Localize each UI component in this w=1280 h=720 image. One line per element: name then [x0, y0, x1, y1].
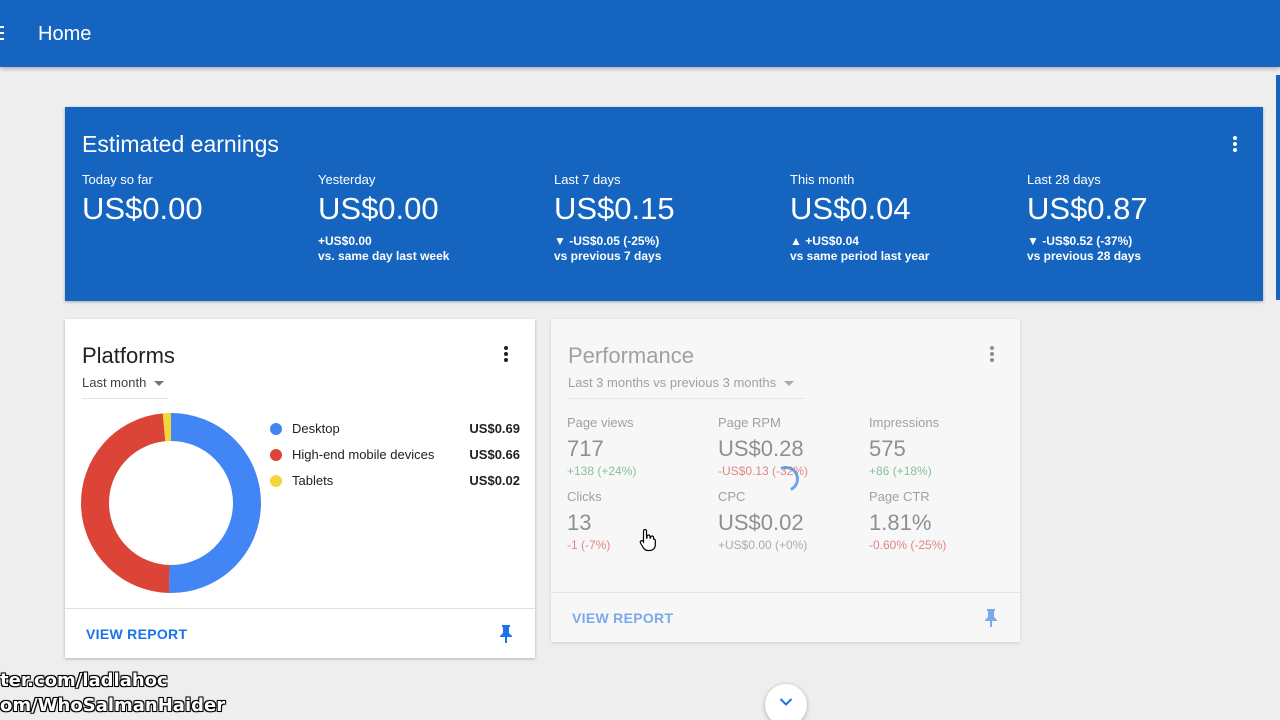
platforms-title: Platforms	[82, 343, 175, 368]
stat-value: 575	[869, 436, 906, 461]
hamburger-menu-icon[interactable]	[0, 26, 4, 42]
stat-clicks: Clicks 13 -1 (-7%)	[567, 489, 707, 552]
performance-card-footer: VIEW REPORT	[551, 592, 1020, 642]
stat-cpc: CPC US$0.02 +US$0.00 (+0%)	[718, 489, 858, 552]
legend-name: Tablets	[292, 473, 334, 488]
estimated-earnings-card: Estimated earnings Today so far US$0.00 …	[65, 107, 1263, 301]
metric-delta: ▼ -US$0.52 (-37%)	[1027, 234, 1133, 248]
metric-compare: vs previous 28 days	[1027, 249, 1142, 263]
legend-dot-tablets	[270, 475, 282, 487]
page-title: Home	[38, 23, 92, 45]
stat-value: 717	[567, 436, 604, 461]
stat-value: US$0.28	[718, 436, 804, 461]
stat-label: Page RPM	[718, 415, 781, 430]
performance-view-report-button[interactable]: VIEW REPORT	[572, 610, 674, 626]
offscreen-card-edge	[1276, 75, 1280, 300]
pin-icon[interactable]	[984, 609, 998, 627]
stat-label: Impressions	[869, 415, 940, 430]
metric-this-month: This month US$0.04 ▲ +US$0.04 vs same pe…	[790, 172, 1010, 264]
platforms-donut-chart	[81, 413, 261, 593]
metric-delta: ▼ -US$0.05 (-25%)	[554, 234, 660, 248]
metric-label: Yesterday	[318, 172, 376, 187]
stat-delta: +138 (+24%)	[567, 464, 637, 478]
platforms-period-label: Last month	[82, 375, 147, 390]
watermark-twitter: ter.com/ladlahoc	[0, 670, 168, 691]
platforms-more-icon[interactable]	[496, 344, 516, 364]
stat-delta: -0.60% (-25%)	[869, 538, 947, 552]
donut-slice-desktop	[168, 413, 261, 593]
platforms-card-footer: VIEW REPORT	[65, 608, 535, 658]
legend-dot-desktop	[270, 423, 282, 435]
legend-name: High-end mobile devices	[292, 447, 435, 462]
metric-label: Last 28 days	[1027, 172, 1101, 187]
legend-dot-high-end-mobile	[270, 449, 282, 461]
stat-delta: -1 (-7%)	[567, 538, 611, 552]
stat-page-rpm: Page RPM US$0.28 -US$0.13 (-32%)	[718, 415, 858, 478]
pin-icon[interactable]	[499, 625, 513, 643]
performance-period-label: Last 3 months vs previous 3 months	[568, 375, 777, 390]
performance-title: Performance	[568, 343, 694, 368]
stat-label: Clicks	[567, 489, 602, 504]
metric-compare: vs previous 7 days	[554, 249, 662, 263]
metric-compare: vs same period last year	[790, 249, 930, 263]
metric-label: Today so far	[82, 172, 153, 187]
stat-delta: +US$0.00 (+0%)	[718, 538, 808, 552]
stat-impressions: Impressions 575 +86 (+18%)	[869, 415, 1009, 478]
hand-cursor-icon	[639, 528, 656, 552]
stat-delta: +86 (+18%)	[869, 464, 932, 478]
stat-value: US$0.02	[718, 510, 804, 535]
metric-compare: vs. same day last week	[318, 249, 450, 263]
stat-page-views: Page views 717 +138 (+24%)	[567, 415, 707, 478]
stat-label: Page views	[567, 415, 634, 430]
legend-item-desktop: Desktop US$0.69	[270, 420, 520, 446]
metric-value: US$0.00	[318, 191, 439, 226]
performance-card: Performance Last 3 months vs previous 3 …	[551, 319, 1020, 642]
performance-period-dropdown[interactable]: Last 3 months vs previous 3 months	[568, 375, 804, 399]
metric-value: US$0.00	[82, 191, 203, 226]
metric-today: Today so far US$0.00	[82, 172, 302, 227]
platforms-legend: Desktop US$0.69 High-end mobile devices …	[270, 420, 520, 498]
metric-value: US$0.04	[790, 191, 911, 226]
stat-label: Page CTR	[869, 489, 930, 504]
legend-value: US$0.69	[469, 421, 520, 436]
donut-slice-high-end-mobile	[81, 413, 171, 593]
chevron-down-icon	[779, 698, 793, 706]
legend-item-high-end-mobile: High-end mobile devices US$0.66	[270, 446, 520, 472]
platforms-period-dropdown[interactable]: Last month	[82, 375, 168, 399]
stat-value: 13	[567, 510, 592, 535]
stat-label: CPC	[718, 489, 746, 504]
legend-name: Desktop	[292, 421, 340, 436]
platforms-view-report-button[interactable]: VIEW REPORT	[86, 626, 188, 642]
metric-delta: ▲ +US$0.04	[790, 234, 859, 248]
platforms-card: Platforms Last month Desktop US$0.69 Hig…	[65, 319, 535, 658]
earnings-title: Estimated earnings	[82, 131, 279, 157]
metric-last-7-days: Last 7 days US$0.15 ▼ -US$0.05 (-25%) vs…	[554, 172, 774, 264]
stat-delta: -US$0.13 (-32%)	[718, 464, 809, 478]
legend-value: US$0.66	[469, 447, 520, 462]
watermark-profile: om/WhoSalmanHaider	[0, 695, 226, 716]
metric-value: US$0.15	[554, 191, 675, 226]
legend-item-tablets: Tablets US$0.02	[270, 472, 520, 498]
metric-label: Last 7 days	[554, 172, 621, 187]
metric-value: US$0.87	[1027, 191, 1148, 226]
top-app-bar: Home	[0, 0, 1280, 67]
metric-last-28-days: Last 28 days US$0.87 ▼ -US$0.52 (-37%) v…	[1027, 172, 1247, 264]
performance-more-icon[interactable]	[982, 344, 1002, 364]
metric-yesterday: Yesterday US$0.00 +US$0.00 vs. same day …	[318, 172, 538, 264]
metric-delta: +US$0.00	[318, 234, 372, 248]
stat-value: 1.81%	[869, 510, 932, 535]
earnings-more-icon[interactable]	[1225, 134, 1245, 154]
stat-page-ctr: Page CTR 1.81% -0.60% (-25%)	[869, 489, 1009, 552]
legend-value: US$0.02	[469, 473, 520, 488]
metric-label: This month	[790, 172, 855, 187]
chevron-down-icon	[154, 381, 165, 387]
scroll-down-button[interactable]	[765, 684, 807, 720]
chevron-down-icon	[784, 381, 795, 387]
